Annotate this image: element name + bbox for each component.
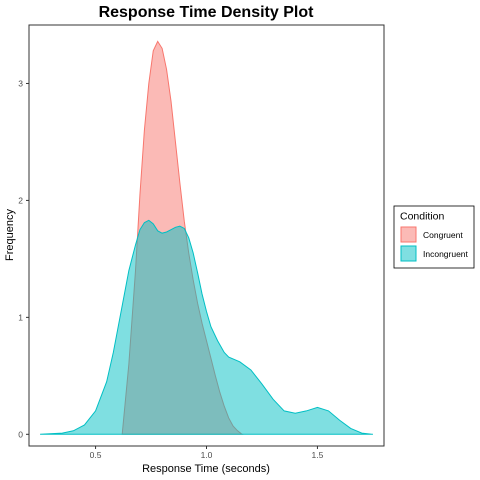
legend-label-congruent: Congruent [423, 230, 463, 240]
legend-title: Condition [400, 211, 445, 223]
y-axis-ticks: 0 1 2 3 [18, 78, 29, 439]
legend-label-incongruent: Incongruent [423, 249, 469, 259]
y-tick-label: 2 [18, 195, 23, 205]
chart-title: Response Time Density Plot [99, 4, 315, 21]
plot-area [40, 40, 373, 435]
x-tick-label: 0.5 [90, 450, 102, 460]
x-axis-ticks: 0.5 1.0 1.5 [90, 446, 324, 460]
legend: Condition Congruent Incongruent [393, 205, 475, 269]
density-area-incongruent [40, 219, 373, 435]
legend-key-congruent [400, 226, 417, 243]
x-tick-label: 1.5 [312, 450, 324, 460]
x-tick-label: 1.0 [201, 450, 213, 460]
legend-items: Congruent Incongruent [400, 226, 469, 262]
y-tick-label: 0 [18, 429, 23, 439]
y-axis-label: Frequency [4, 209, 16, 261]
y-tick-label: 1 [18, 312, 23, 322]
y-tick-label: 3 [18, 78, 23, 88]
x-axis-label: Response Time (seconds) [142, 463, 270, 475]
legend-key-incongruent [400, 245, 417, 262]
